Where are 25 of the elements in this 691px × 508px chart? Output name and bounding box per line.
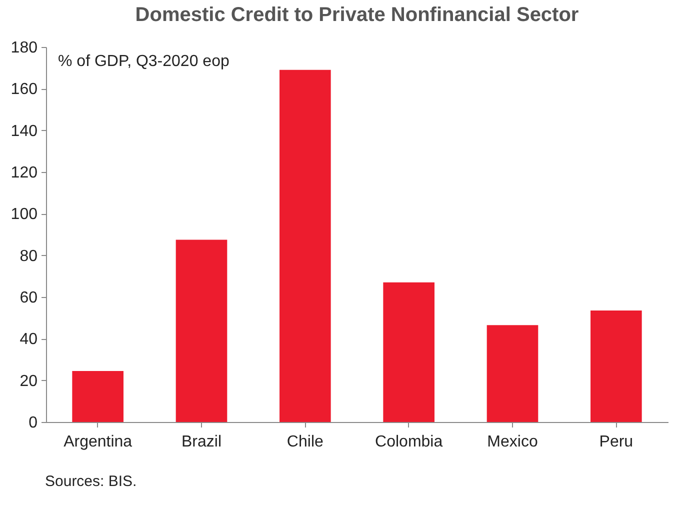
x-tick-label: Peru: [599, 434, 634, 450]
bar: [590, 310, 642, 422]
y-tick-label: 140: [10, 122, 38, 140]
bar: [176, 240, 228, 422]
bar: [486, 325, 538, 422]
x-tick-label: Chile: [286, 434, 324, 450]
source-note: Sources: BIS.: [45, 473, 138, 490]
annotation: % of GDP, Q3-2020 eop: [58, 53, 230, 70]
x-tick-label: Brazil: [181, 434, 222, 450]
y-tick-label: 0: [28, 414, 38, 432]
x-tick-label: Argentina: [64, 434, 132, 450]
y-tick-label: 60: [20, 290, 38, 306]
x-tick-label: Mexico: [487, 434, 538, 450]
y-tick-label: 40: [20, 331, 38, 348]
y-tick-label: 120: [10, 164, 38, 182]
bar: [72, 370, 124, 422]
y-tick-label: 180: [10, 40, 38, 56]
chart-title: Domestic Credit to Private Nonfinancial Sector: [135, 4, 579, 26]
x-tick-label: Colombia: [375, 434, 443, 450]
y-tick-label: 160: [10, 81, 38, 98]
bar: [280, 70, 331, 422]
y-tick-label: 20: [20, 372, 38, 390]
y-tick-label: 100: [10, 206, 38, 224]
bar: [383, 282, 434, 422]
y-tick-label: 80: [20, 248, 38, 265]
